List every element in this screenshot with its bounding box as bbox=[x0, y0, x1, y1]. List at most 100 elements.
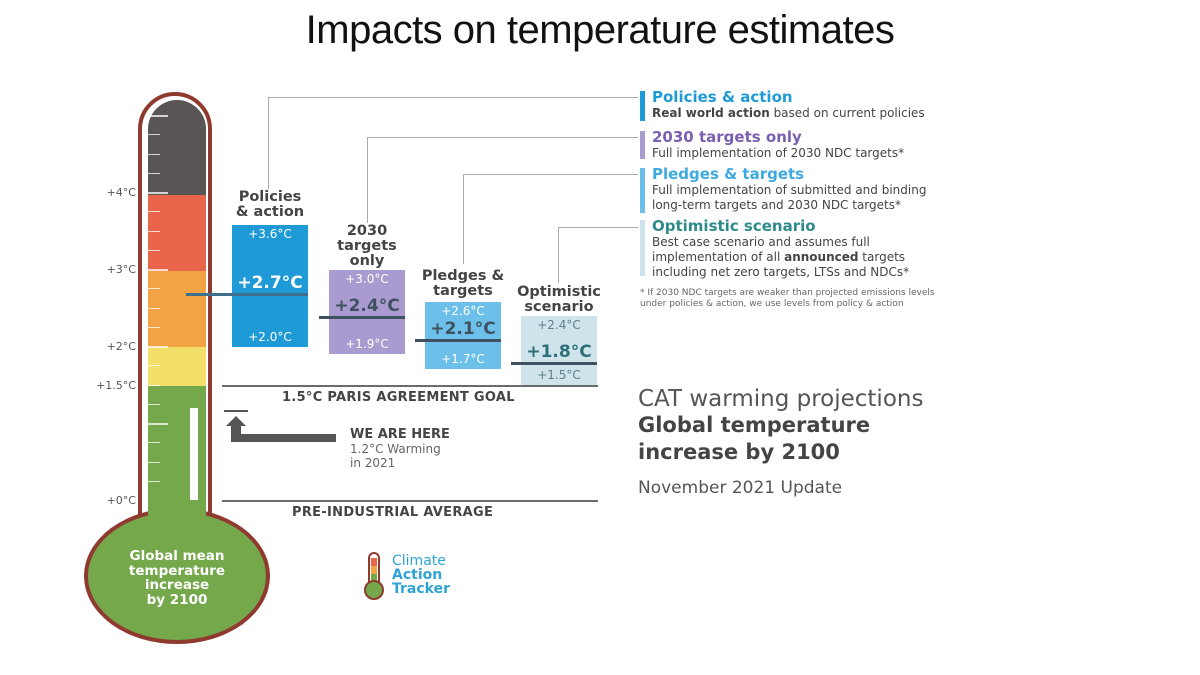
slide-title: Impacts on temperature estimates bbox=[305, 8, 895, 52]
leader-line bbox=[558, 227, 638, 228]
paris-goal-label: 1.5°C PARIS AGREEMENT GOAL bbox=[282, 390, 515, 405]
cat-update: November 2021 Update bbox=[638, 478, 843, 498]
thermo-band-yellow bbox=[148, 347, 206, 386]
legend-title-optimistic: Optimistic scenario bbox=[652, 217, 816, 235]
bar-optimistic: +2.4°C +1.8°C +1.5°C bbox=[521, 316, 597, 385]
current-warming-marker bbox=[190, 408, 198, 500]
bar-header-line: Optimistic bbox=[517, 284, 601, 300]
bar-central-label: +2.7°C bbox=[237, 273, 303, 293]
scale-label-0: +0°C bbox=[106, 494, 136, 507]
bar-header-pledges: Pledges & targets bbox=[409, 269, 517, 299]
logo-line: Climate bbox=[392, 553, 446, 569]
legend-title-targets_2030: 2030 targets only bbox=[652, 128, 802, 146]
we-are-here-arrow-icon bbox=[224, 410, 336, 442]
footnote-line: * If 2030 NDC targets are weaker than pr… bbox=[640, 288, 935, 298]
bar-targets_2030: +3.0°C +2.4°C +1.9°C bbox=[329, 270, 405, 354]
thermometer-tick bbox=[148, 173, 160, 174]
thermometer-tick bbox=[148, 404, 160, 405]
leader-line bbox=[367, 137, 368, 223]
bar-pledges: +2.6°C +2.1°C +1.7°C bbox=[425, 302, 501, 369]
bar-central-label: +2.4°C bbox=[334, 296, 400, 316]
legend-title-pledges: Pledges & targets bbox=[652, 165, 805, 183]
legend-desc-pledges: Full implementation of submitted and bin… bbox=[652, 183, 926, 213]
bar-high-label: +3.6°C bbox=[248, 227, 292, 241]
legend-desc-text: long-term targets and 2030 NDC targets* bbox=[652, 198, 901, 212]
bar-high-label: +2.4°C bbox=[537, 318, 581, 332]
footnote: * If 2030 NDC targets are weaker than pr… bbox=[640, 288, 1020, 310]
legend-swatch-pledges bbox=[640, 168, 645, 213]
thermometer-tick bbox=[148, 442, 160, 443]
central-estimate-line bbox=[415, 339, 501, 342]
legend-swatch-policies bbox=[640, 91, 645, 121]
thermometer-tick bbox=[148, 269, 168, 271]
pre-industrial-label: PRE-INDUSTRIAL AVERAGE bbox=[292, 505, 494, 520]
bar-header-line: 2030 bbox=[346, 223, 388, 239]
thermometer-tick bbox=[148, 288, 160, 289]
bar-header-line: Policies bbox=[238, 189, 302, 205]
scale-label-2: +2°C bbox=[106, 340, 136, 353]
thermometer-tick bbox=[148, 423, 168, 425]
paris-goal-line bbox=[222, 385, 598, 387]
bar-header-line: & action bbox=[235, 204, 305, 220]
legend-swatch-targets_2030 bbox=[640, 131, 645, 159]
thermometer-tick bbox=[148, 385, 160, 386]
thermometer-tick bbox=[148, 115, 168, 117]
legend-desc-line: Full implementation of 2030 NDC targets* bbox=[652, 146, 904, 161]
legend-desc-text: based on current policies bbox=[769, 106, 925, 120]
legend-desc-targets_2030: Full implementation of 2030 NDC targets* bbox=[652, 146, 904, 161]
legend-desc-text: Real world action bbox=[652, 106, 770, 120]
bulb-label-line: by 2100 bbox=[146, 591, 208, 608]
legend-desc-line: implementation of all announced targets bbox=[652, 250, 909, 265]
bulb-label-line: increase bbox=[144, 577, 210, 593]
scale-label-3: +3°C bbox=[106, 263, 136, 276]
leader-line bbox=[268, 97, 638, 98]
legend-desc-line: Real world action based on current polic… bbox=[652, 106, 925, 121]
thermometer-tick bbox=[148, 231, 160, 232]
climate-action-tracker-logo-icon bbox=[364, 552, 384, 600]
thermometer-tick bbox=[148, 211, 160, 212]
legend-desc-text: targets bbox=[858, 250, 906, 264]
bar-header-line: Pledges & bbox=[421, 268, 505, 284]
legend-desc-line: Full implementation of submitted and bin… bbox=[652, 183, 926, 198]
bar-header-line: targets bbox=[433, 283, 493, 299]
bar-low-label: +1.9°C bbox=[345, 337, 389, 351]
scale-label-1-5: +1.5°C bbox=[96, 379, 136, 392]
leader-line bbox=[558, 227, 559, 283]
bar-header-line: targets bbox=[337, 238, 397, 254]
leader-line bbox=[463, 174, 638, 175]
central-estimate-line bbox=[511, 362, 597, 365]
cat-subtitle-line: increase by 2100 bbox=[638, 440, 840, 464]
legend-desc-text: Full implementation of 2030 NDC targets* bbox=[652, 146, 905, 160]
thermometer-tick bbox=[148, 250, 160, 251]
legend-desc-line: including net zero targets, LTSs and NDC… bbox=[652, 265, 909, 280]
bar-header-line: scenario bbox=[524, 299, 594, 315]
bar-policies: +3.6°C +2.7°C +2.0°C bbox=[232, 225, 308, 347]
bar-high-label: +2.6°C bbox=[441, 304, 485, 318]
legend-desc-optimistic: Best case scenario and assumes full imple… bbox=[652, 235, 909, 280]
leader-line bbox=[463, 174, 464, 264]
legend-desc-line: Best case scenario and assumes full bbox=[652, 235, 909, 250]
central-estimate-line bbox=[186, 293, 308, 296]
bar-header-targets_2030: 2030 targets only bbox=[313, 224, 421, 269]
thermometer-tick bbox=[148, 134, 160, 135]
thermo-band-orange bbox=[148, 271, 206, 347]
legend-desc-text: Full implementation of submitted and bin… bbox=[652, 183, 927, 197]
leader-line bbox=[367, 137, 638, 138]
thermometer-tick bbox=[148, 308, 160, 309]
footnote-line: under policies & action, we use levels f… bbox=[640, 299, 904, 309]
cat-subtitle-line: Global temperature bbox=[638, 413, 871, 437]
logo-text: Climate Action Tracker bbox=[392, 554, 450, 596]
legend-desc-text: including net zero targets, LTSs and NDC… bbox=[652, 265, 910, 279]
logo-line: Action bbox=[392, 567, 443, 583]
leader-line bbox=[268, 97, 269, 189]
thermometer-tick bbox=[148, 462, 160, 463]
thermo-band-red bbox=[148, 195, 206, 271]
thermometer-tick bbox=[148, 346, 168, 348]
bar-central-label: +1.8°C bbox=[526, 342, 592, 362]
we-are-here-sub: 1.2°C Warming in 2021 bbox=[350, 442, 441, 470]
we-are-here-line: in 2021 bbox=[350, 456, 396, 470]
thermometer-tick bbox=[148, 154, 160, 155]
bar-header-line: only bbox=[349, 253, 385, 269]
thermometer-tick bbox=[148, 365, 160, 366]
bar-header-policies: Policies & action bbox=[216, 190, 324, 220]
